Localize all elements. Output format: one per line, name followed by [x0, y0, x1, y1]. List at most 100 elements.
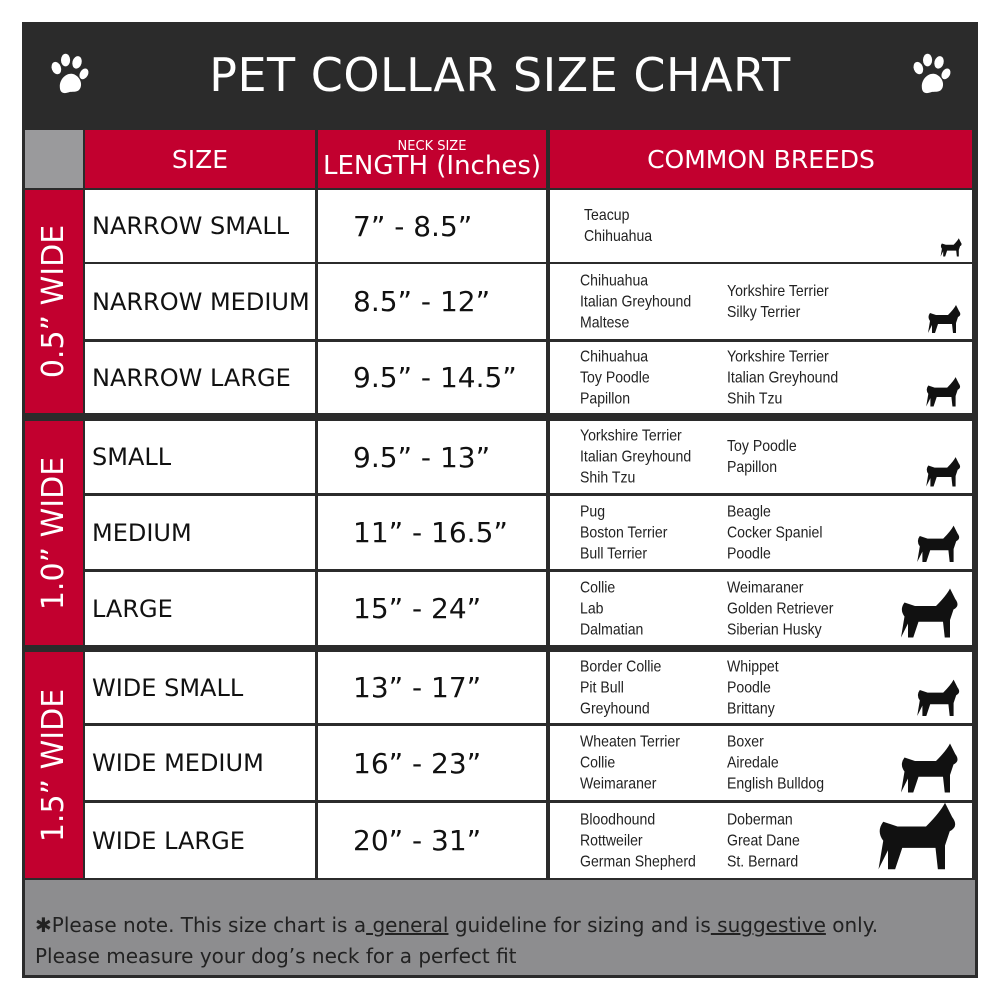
chihuahua-silhouette-icon — [928, 305, 961, 333]
breed-name: Dalmatian — [580, 621, 644, 638]
breed-list: Beagle Cocker Spaniel Poodle — [727, 501, 822, 564]
footer-text: ✱Please note. This size chart is a — [35, 913, 367, 937]
header-size: SIZE — [85, 130, 315, 188]
breed-name: Bull Terrier — [580, 545, 648, 562]
footer-text: only. — [825, 913, 879, 937]
breed-name: Doberman — [727, 811, 793, 828]
width-group-label: 0.5” WIDE — [25, 190, 83, 413]
breed-name: Yorkshire Terrier — [580, 427, 682, 445]
paw-print-icon — [913, 53, 951, 94]
breed-name: Boxer — [727, 733, 764, 751]
size-chart: PET COLLAR SIZE CHART SIZE NECK SIZE LENG… — [22, 22, 978, 978]
breed-name: English Bulldog — [727, 775, 825, 793]
breed-list: Chihuahua Toy Poodle Papillon — [580, 346, 650, 409]
breed-list: Pug Boston Terrier Bull Terrier — [580, 501, 667, 564]
length-value: 15” - 24” — [353, 592, 482, 625]
header-length: NECK SIZE LENGTH (Inches) — [318, 130, 546, 188]
breed-name: Papillon — [727, 459, 778, 476]
breed-name: Chihuahua — [580, 272, 649, 289]
paw-print-icon — [51, 53, 89, 94]
breed-name: Collie — [580, 579, 616, 596]
breed-name: Papillon — [580, 390, 631, 407]
length-cell: 11” - 16.5” — [318, 496, 546, 569]
size-cell: WIDE SMALL — [85, 652, 315, 723]
breed-name: Toy Poodle — [727, 438, 797, 455]
breed-name: Italian Greyhound — [580, 448, 692, 466]
size-label: NARROW MEDIUM — [92, 287, 310, 316]
breed-name: Wheaten Terrier — [580, 733, 680, 751]
breed-list: Chihuahua Italian Greyhound Maltese — [580, 270, 691, 333]
breed-name: Greyhound — [580, 700, 650, 717]
breeds-cell: Yorkshire Terrier Italian Greyhound Shih T… — [550, 421, 972, 493]
page-title: PET COLLAR SIZE CHART — [209, 48, 791, 102]
size-label: NARROW LARGE — [92, 363, 291, 392]
breeds-cell: Chihuahua Toy Poodle Papillon Yorkshire Ter… — [550, 342, 972, 413]
size-cell: MEDIUM — [85, 496, 315, 569]
breed-name: Shih Tzu — [580, 469, 636, 487]
size-label: NARROW SMALL — [92, 212, 290, 240]
breeds-cell: Collie Lab Dalmatian Weimaraner Golden Retri… — [550, 572, 972, 645]
length-value: 13” - 17” — [353, 671, 482, 704]
dachshund-silhouette-icon — [917, 526, 960, 563]
length-cell: 16” - 23” — [318, 726, 546, 800]
header-corner — [25, 130, 83, 188]
breed-name: Lab — [580, 600, 604, 617]
breed-name: Beagle — [727, 503, 771, 520]
breeds-cell: Wheaten Terrier Collie Weimaraner Boxer Aire… — [550, 726, 972, 800]
size-label: MEDIUM — [92, 518, 192, 547]
width-group-text: 1.5” WIDE — [36, 688, 72, 842]
length-value: 7” - 8.5” — [353, 209, 473, 243]
length-cell: 20” - 31” — [318, 803, 546, 878]
breed-name: Silky Terrier — [727, 303, 801, 321]
footer-general: general — [366, 913, 449, 937]
breed-name: Pit Bull — [580, 679, 624, 696]
breed-name: Weimaraner — [580, 775, 657, 793]
size-cell: NARROW SMALL — [85, 190, 315, 262]
pitbull-silhouette-icon — [901, 743, 958, 793]
breed-name: Pug — [580, 503, 606, 520]
breed-list: Toy Poodle Papillon — [727, 436, 797, 478]
breed-name: Siberian Husky — [727, 621, 822, 638]
breed-list: Yorkshire Terrier Italian Greyhound Shih T… — [580, 426, 691, 489]
breed-name: Italian Greyhound — [727, 369, 839, 386]
breed-name: Golden Retriever — [727, 600, 834, 617]
length-value: 16” - 23” — [353, 746, 482, 780]
breed-list: Doberman Great Dane St. Bernard — [727, 809, 800, 872]
size-label: WIDE MEDIUM — [92, 749, 264, 777]
breed-name: Toy Poodle — [580, 369, 650, 386]
size-cell: NARROW MEDIUM — [85, 264, 315, 339]
breed-list: Border Collie Pit Bull Greyhound — [580, 656, 661, 719]
breed-name: Yorkshire Terrier — [727, 348, 829, 365]
length-cell: 13” - 17” — [318, 652, 546, 723]
size-cell: WIDE MEDIUM — [85, 726, 315, 800]
size-label: LARGE — [92, 594, 173, 623]
breed-name: Yorkshire Terrier — [727, 282, 829, 300]
footer-note: ✱Please note. This size chart is a gener… — [25, 880, 975, 975]
breed-list: Whippet Poodle Brittany — [727, 656, 779, 719]
bulldog-silhouette-icon — [917, 680, 960, 717]
length-value: 11” - 16.5” — [353, 516, 508, 549]
width-group-text: 0.5” WIDE — [36, 224, 72, 379]
size-cell: NARROW LARGE — [85, 342, 315, 413]
breed-name: Poodle — [727, 545, 771, 562]
length-cell: 7” - 8.5” — [318, 190, 546, 262]
breed-name: Cocker Spaniel — [727, 524, 823, 541]
breed-name: Weimaraner — [727, 579, 804, 596]
footer-text: guideline for sizing and is — [448, 913, 711, 937]
size-cell: WIDE LARGE — [85, 803, 315, 878]
breed-name: Shih Tzu — [727, 390, 783, 407]
footer-suggestive: suggestive — [710, 913, 826, 937]
breed-list: Teacup Chihuahua — [584, 205, 652, 247]
breeds-cell: Border Collie Pit Bull Greyhound Whippet Poo… — [550, 652, 972, 723]
length-value: 20” - 31” — [353, 824, 482, 857]
breeds-cell: Teacup Chihuahua — [550, 190, 972, 262]
size-cell: LARGE — [85, 572, 315, 645]
breed-list: Collie Lab Dalmatian — [580, 577, 643, 640]
length-value: 9.5” - 14.5” — [353, 361, 517, 394]
length-cell: 8.5” - 12” — [318, 264, 546, 339]
breed-name: Whippet — [727, 658, 779, 675]
width-group-label: 1.0” WIDE — [25, 421, 83, 645]
doberman-silhouette-icon — [878, 802, 956, 870]
footer-line2: Please measure your dog’s neck for a per… — [35, 944, 517, 968]
header-breeds-label: COMMON BREEDS — [647, 144, 875, 174]
